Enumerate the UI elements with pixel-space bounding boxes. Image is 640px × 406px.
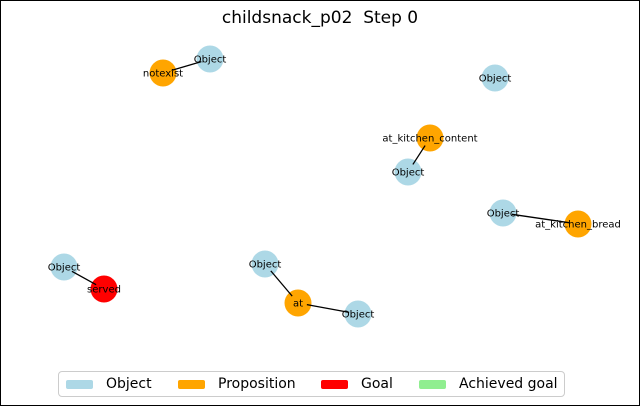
legend-label: Object xyxy=(106,376,152,392)
legend-label: Achieved goal xyxy=(459,376,558,392)
node-label: Object xyxy=(487,209,520,220)
plot-title: childsnack_p02 Step 0 xyxy=(221,8,419,28)
graph-edge xyxy=(171,60,202,72)
node-label: Object xyxy=(479,74,512,85)
node-label: Object xyxy=(249,260,282,271)
node-label: served xyxy=(87,285,121,296)
legend-swatch-achieved_goal xyxy=(419,379,446,389)
legend-swatch-object xyxy=(66,379,93,389)
graph-node-object xyxy=(196,45,224,73)
label-layer: notexist Object Object at_kitchen_content Ob… xyxy=(48,55,621,321)
graph-node-object xyxy=(394,158,422,186)
node-label: Object xyxy=(342,310,375,321)
graph-node-object xyxy=(344,300,372,328)
graph-node-object xyxy=(50,253,78,281)
graph-edge xyxy=(306,303,350,314)
legend-item-achieved_goal: Achieved goal xyxy=(419,372,558,396)
graph-node-proposition xyxy=(416,124,444,152)
node-label: at_kitchen_bread xyxy=(535,220,621,231)
legend-label: Proposition xyxy=(218,376,296,392)
graph-node-proposition xyxy=(284,289,312,317)
graph-node-object xyxy=(251,250,279,278)
node-label: Object xyxy=(392,168,425,179)
node-label: Object xyxy=(194,55,227,66)
legend-item-goal: Goal xyxy=(321,372,393,396)
edge-layer xyxy=(71,60,570,314)
node-label: Object xyxy=(48,263,81,274)
graph-edge xyxy=(270,270,293,297)
legend-label: Goal xyxy=(361,376,393,392)
graph-node-object xyxy=(489,199,517,227)
legend-swatch-proposition xyxy=(178,379,205,389)
graph-node-goal xyxy=(90,275,118,303)
node-label: at xyxy=(293,299,303,310)
graph-node-proposition xyxy=(564,210,592,238)
graph-edge xyxy=(511,213,570,224)
legend-item-object: Object xyxy=(66,372,152,396)
node-label: at_kitchen_content xyxy=(382,134,477,145)
legend-item-proposition: Proposition xyxy=(178,372,296,396)
legend: Object Proposition Goal Achieved goal xyxy=(58,371,565,397)
graph-node-proposition xyxy=(149,59,177,87)
graph-edge xyxy=(71,270,97,286)
node-label: notexist xyxy=(143,69,183,80)
node-layer xyxy=(50,45,592,328)
graph-node-object xyxy=(481,64,509,92)
legend-swatch-goal xyxy=(321,379,348,389)
graph-edge xyxy=(412,145,426,165)
